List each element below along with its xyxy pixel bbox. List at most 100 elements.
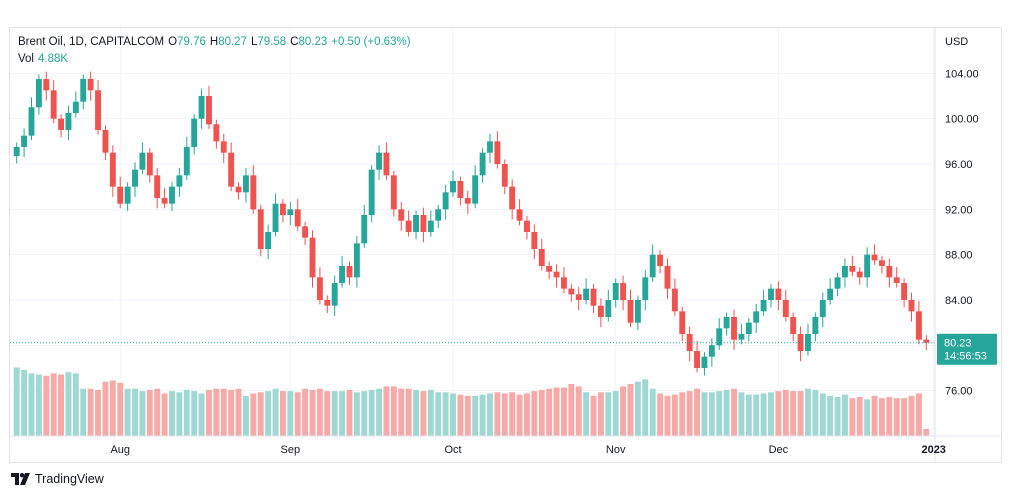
candle-body bbox=[701, 356, 708, 368]
candle-body bbox=[612, 283, 619, 300]
candle-body bbox=[398, 209, 405, 221]
candle-body bbox=[524, 220, 530, 232]
candle-body bbox=[649, 254, 656, 278]
candle-body bbox=[339, 266, 346, 283]
candle-body bbox=[753, 311, 760, 323]
volume-bar bbox=[28, 373, 35, 436]
open-label: O bbox=[168, 36, 178, 48]
volume-bar bbox=[346, 389, 353, 436]
volume-bar bbox=[538, 389, 545, 436]
tradingview-logo[interactable]: TradingView bbox=[11, 472, 104, 486]
volume-bar bbox=[442, 392, 449, 436]
candle-body bbox=[50, 90, 57, 119]
last-price-value: 80.23 bbox=[944, 338, 972, 350]
candle-body bbox=[723, 317, 730, 329]
candle-body bbox=[575, 294, 582, 300]
candle-body bbox=[546, 266, 553, 272]
chart-frame[interactable]: 76.0080.0084.0088.0092.0096.00100.00104.… bbox=[9, 27, 1002, 463]
candle-body bbox=[487, 141, 493, 153]
volume-bar bbox=[768, 392, 774, 436]
volume-bar bbox=[915, 393, 922, 436]
candle-body bbox=[671, 288, 678, 312]
candle-body bbox=[590, 288, 597, 306]
volume-bar bbox=[457, 394, 464, 436]
volume-bar bbox=[464, 395, 471, 436]
volume-bar bbox=[745, 394, 752, 436]
candle-body bbox=[21, 135, 28, 147]
volume-bar bbox=[109, 380, 116, 436]
x-tick-label: Oct bbox=[444, 444, 461, 456]
volume-bar bbox=[279, 391, 286, 436]
volume-bar bbox=[753, 394, 760, 436]
candle-body bbox=[442, 192, 449, 210]
volume-bar bbox=[842, 394, 848, 436]
candle-body bbox=[243, 175, 249, 193]
candle-body bbox=[797, 334, 804, 351]
candle-body bbox=[191, 118, 198, 147]
volume-bar bbox=[612, 391, 619, 436]
volume-bar bbox=[243, 395, 249, 436]
volume-bar bbox=[427, 389, 434, 436]
candle-body bbox=[109, 152, 116, 187]
volume-bar bbox=[479, 394, 486, 436]
candle-body bbox=[309, 237, 316, 278]
candle-body bbox=[790, 317, 797, 334]
volume-bar bbox=[686, 391, 693, 436]
candle-body bbox=[893, 277, 900, 283]
candle-body bbox=[708, 345, 715, 357]
y-tick-label: 96.00 bbox=[945, 159, 973, 171]
volume-bar bbox=[516, 394, 523, 436]
candle-body bbox=[915, 311, 922, 340]
y-tick-label: 100.00 bbox=[945, 114, 979, 126]
high-label: H bbox=[209, 36, 219, 48]
candle-body bbox=[679, 311, 686, 334]
volume-bar bbox=[878, 398, 885, 436]
volume-bar bbox=[694, 388, 700, 436]
candle-body bbox=[87, 79, 94, 91]
volume-bar bbox=[679, 392, 686, 436]
candle-body bbox=[35, 79, 42, 108]
volume-bar bbox=[871, 395, 878, 436]
volume-bar bbox=[834, 397, 841, 436]
candle-body bbox=[257, 209, 264, 249]
volume-label[interactable]: Vol bbox=[18, 53, 34, 65]
candle-body bbox=[28, 107, 35, 136]
volume-bar bbox=[819, 393, 826, 436]
candle-body bbox=[183, 147, 190, 176]
y-tick-label: 92.00 bbox=[945, 204, 973, 216]
candle-body bbox=[782, 300, 789, 317]
candle-body bbox=[405, 220, 412, 232]
candle-body bbox=[117, 186, 124, 204]
volume-bar bbox=[21, 369, 28, 436]
candle-body bbox=[213, 124, 220, 142]
volume-bar bbox=[35, 374, 42, 436]
volume-bar bbox=[413, 389, 419, 436]
volume-bar bbox=[708, 392, 715, 436]
volume-bar bbox=[908, 395, 915, 436]
candle-body bbox=[509, 186, 516, 210]
volume-bar bbox=[390, 386, 397, 436]
volume-bar bbox=[546, 388, 553, 436]
candle-body bbox=[154, 175, 161, 198]
volume-bar bbox=[206, 389, 212, 436]
candle-body bbox=[376, 152, 383, 170]
candle-body bbox=[501, 164, 508, 187]
candle-body bbox=[775, 288, 782, 300]
candle-body bbox=[531, 232, 538, 249]
candle-body bbox=[353, 243, 360, 278]
volume-bar bbox=[553, 387, 560, 436]
volume-bar bbox=[58, 374, 65, 436]
volume-bar bbox=[132, 388, 138, 436]
candle-body bbox=[568, 288, 575, 295]
volume-bar bbox=[302, 388, 309, 436]
symbol-title[interactable]: Brent Oil, 1D, CAPITALCOM bbox=[18, 36, 165, 48]
volume-bar bbox=[102, 381, 109, 436]
volume-bar bbox=[154, 388, 161, 436]
volume-bar bbox=[716, 391, 723, 436]
candle-body bbox=[13, 147, 20, 157]
volume-bar bbox=[316, 388, 323, 436]
volume-bar bbox=[657, 393, 664, 436]
candlestick-chart[interactable]: 76.0080.0084.0088.0092.0096.00100.00104.… bbox=[10, 28, 1001, 462]
candle-body bbox=[760, 300, 767, 312]
volume-bar bbox=[731, 388, 737, 436]
